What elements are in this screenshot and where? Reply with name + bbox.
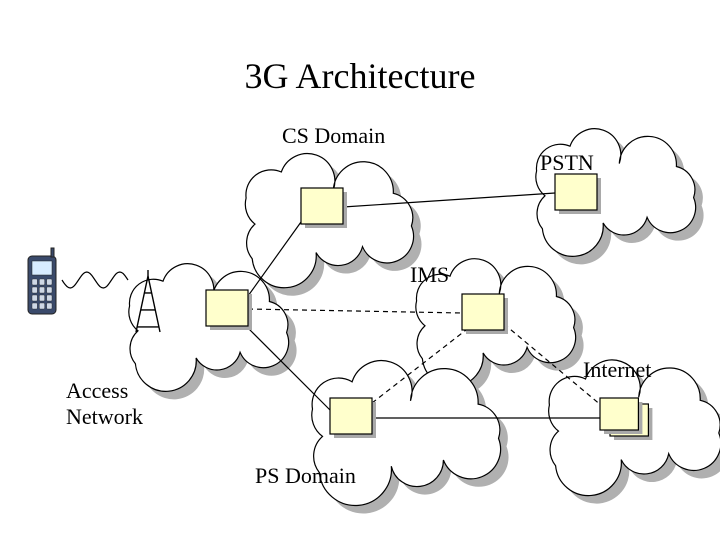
ps-node-icon — [330, 398, 376, 438]
access-node-icon — [206, 290, 252, 330]
pstn-node-icon — [555, 174, 601, 214]
label-access-network: Access Network — [66, 378, 143, 430]
internet-node-icon — [600, 398, 652, 440]
label-internet: Internet — [583, 357, 651, 383]
label-cs-domain: CS Domain — [282, 123, 385, 149]
cs-node-icon — [301, 188, 347, 228]
label-pstn: PSTN — [540, 150, 594, 176]
mobile-phone-icon — [28, 248, 56, 314]
page-title: 3G Architecture — [0, 55, 720, 97]
diagram-stage: 3G Architecture CS Domain PSTN IMS Inter… — [0, 0, 720, 540]
wireless-link-icon — [62, 272, 128, 288]
label-ps-domain: PS Domain — [255, 463, 356, 489]
label-ims: IMS — [410, 262, 449, 288]
ims-node-icon — [462, 294, 508, 334]
